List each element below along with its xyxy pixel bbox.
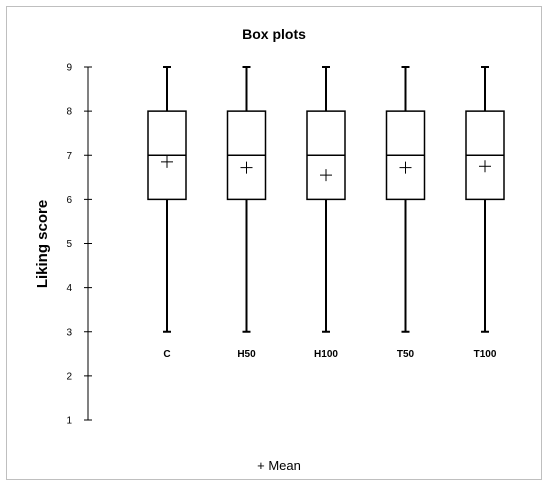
y-tick-label-1: 1 [66, 416, 72, 427]
y-axis-ticks: 1 2 3 4 5 6 7 8 9 [66, 63, 92, 427]
y-tick-label-5: 5 [66, 239, 72, 250]
mean-marker-t100 [479, 160, 491, 173]
category-label-h50: H50 [237, 349, 256, 360]
y-tick-label-3: 3 [66, 327, 72, 338]
box-h100 [306, 66, 346, 333]
mean-marker-h100 [320, 169, 332, 182]
y-axis-label: Liking score [34, 200, 51, 288]
category-label-t50: T50 [397, 349, 415, 360]
boxes-group [147, 66, 505, 333]
y-tick-label-6: 6 [66, 195, 72, 206]
mean-marker-h50 [240, 161, 253, 174]
category-label-t100: T100 [474, 349, 497, 360]
chart-title: Box plots [242, 26, 306, 42]
y-tick-label-2: 2 [66, 371, 72, 382]
category-label-h100: H100 [314, 349, 338, 360]
category-label-c: C [163, 349, 170, 360]
chart-frame [6, 6, 542, 480]
box-t50 [385, 66, 426, 333]
y-tick-label-9: 9 [66, 63, 72, 74]
y-tick-label-4: 4 [66, 283, 72, 294]
category-labels: C H50 H100 T50 T100 [163, 349, 496, 360]
box-t100 [465, 66, 505, 333]
box-c [147, 66, 187, 333]
box-h50 [226, 66, 267, 333]
mean-marker-c [161, 155, 173, 168]
y-tick-label-7: 7 [66, 151, 72, 162]
legend-mean: + Mean [257, 458, 301, 473]
y-tick-label-8: 8 [66, 107, 72, 118]
mean-marker-t50 [399, 161, 412, 174]
